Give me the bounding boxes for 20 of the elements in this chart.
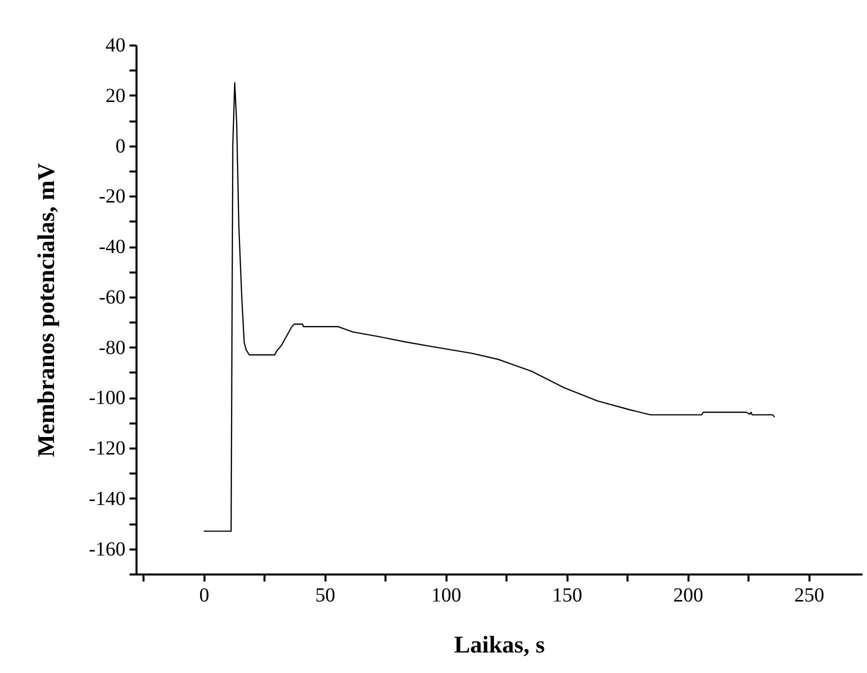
y-axis-title: Membranos potencialas, mV	[34, 162, 60, 457]
x-tick-label: 100	[431, 584, 462, 606]
x-axis-title: Laikas, s	[454, 632, 545, 658]
y-tick-label: -20	[98, 186, 126, 208]
y-tick-label: -60	[98, 286, 126, 308]
y-tick-label: -100	[88, 387, 126, 410]
y-tick-label: -120	[88, 438, 126, 460]
x-tick-label: 0	[199, 584, 210, 606]
x-tick-label: 200	[673, 584, 704, 606]
x-tick-label: 250	[794, 584, 824, 606]
y-tick-label: -140	[88, 488, 126, 510]
y-tick-label: -160	[88, 538, 126, 560]
y-tick-label: -40	[98, 236, 126, 258]
x-tick-label: 50	[315, 584, 336, 606]
y-tick-label: 20	[106, 84, 126, 107]
y-tick-label: 0	[116, 135, 126, 158]
x-tick-label: 150	[552, 584, 582, 606]
line-series	[203, 82, 775, 532]
y-tick-label: -80	[98, 336, 126, 359]
y-tick-label: 40	[106, 34, 126, 56]
